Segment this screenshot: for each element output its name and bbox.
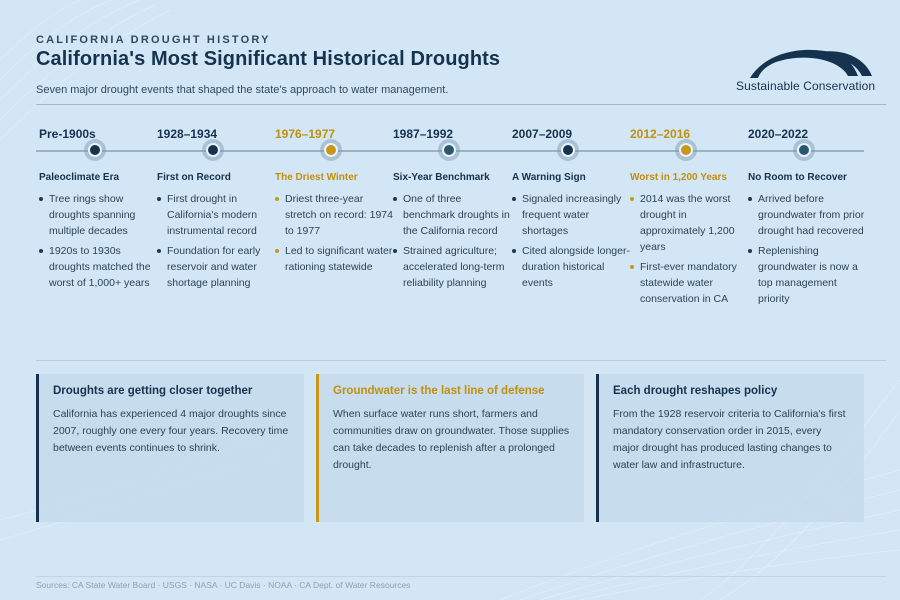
event-title: Six-Year Benchmark xyxy=(393,172,490,183)
event-title: The Driest Winter xyxy=(275,172,358,183)
list-item: 2014 was the worst drought in approximat… xyxy=(630,191,748,255)
list-item: 1920s to 1930s droughts matched the wors… xyxy=(39,243,157,291)
list-item: Replenishing groundwater is now a top ma… xyxy=(748,243,866,307)
timeline-node xyxy=(557,139,579,161)
list-item: Strained agriculture; accelerated long-t… xyxy=(393,243,511,291)
sources-footnote: Sources: CA State Water Board · USGS · N… xyxy=(36,580,411,590)
insight-card: Droughts are getting closer together Cal… xyxy=(36,374,304,522)
timeline-node xyxy=(793,139,815,161)
event-title: No Room to Recover xyxy=(748,172,847,183)
event-points: 2014 was the worst drought in approximat… xyxy=(630,191,748,311)
event-points: Tree rings show droughts spanning multip… xyxy=(39,191,157,295)
list-item: Arrived before groundwater from prior dr… xyxy=(748,191,866,239)
footer-divider xyxy=(36,576,886,577)
event-year: 2007–2009 xyxy=(512,127,573,141)
event-points: One of three benchmark droughts in the C… xyxy=(393,191,511,295)
event-year: 2012–2016 xyxy=(630,127,691,141)
timeline-node xyxy=(320,139,342,161)
event-points: Signaled increasingly frequent water sho… xyxy=(512,191,630,295)
event-year: 1928–1934 xyxy=(157,127,218,141)
page-subtitle: Seven major drought events that shaped t… xyxy=(36,84,449,96)
card-title: Groundwater is the last line of defense xyxy=(333,385,545,397)
arch-logo-icon xyxy=(750,49,872,78)
event-points: Arrived before groundwater from prior dr… xyxy=(748,191,866,311)
event-title: Paleoclimate Era xyxy=(39,172,120,183)
list-item: Foundation for early reservoir and water… xyxy=(157,243,275,291)
page-title: California's Most Significant Historical… xyxy=(36,48,501,70)
card-title: Each drought reshapes policy xyxy=(613,385,778,397)
list-item: Driest three-year stretch on record: 197… xyxy=(275,191,393,239)
timeline-node xyxy=(84,139,106,161)
insight-card: Groundwater is the last line of defense … xyxy=(316,374,584,522)
list-item: First drought in California's modern ins… xyxy=(157,191,275,239)
event-points: Driest three-year stretch on record: 197… xyxy=(275,191,393,279)
section-divider xyxy=(36,360,886,361)
event-title: Worst in 1,200 Years xyxy=(630,172,727,183)
event-year: 1976–1977 xyxy=(275,127,336,141)
list-item: Tree rings show droughts spanning multip… xyxy=(39,191,157,239)
event-title: A Warning Sign xyxy=(512,172,586,183)
timeline-node xyxy=(438,139,460,161)
eyebrow-label: CALIFORNIA DROUGHT HISTORY xyxy=(36,34,271,46)
event-title: First on Record xyxy=(157,172,231,183)
event-points: First drought in California's modern ins… xyxy=(157,191,275,295)
event-year: 1987–1992 xyxy=(393,127,454,141)
list-item: First-ever mandatory statewide water con… xyxy=(630,259,748,307)
list-item: One of three benchmark droughts in the C… xyxy=(393,191,511,239)
brand-logo: Sustainable Conservation xyxy=(736,46,886,98)
event-year: Pre-1900s xyxy=(39,127,96,141)
card-body: From the 1928 reservoir criteria to Cali… xyxy=(613,408,846,471)
list-item: Signaled increasingly frequent water sho… xyxy=(512,191,630,239)
card-title: Droughts are getting closer together xyxy=(53,385,253,397)
logo-text: Sustainable Conservation xyxy=(736,79,876,93)
list-item: Led to significant water rationing state… xyxy=(275,243,393,275)
timeline-node xyxy=(675,139,697,161)
list-item: Cited alongside longer-duration historic… xyxy=(512,243,630,291)
timeline-node xyxy=(202,139,224,161)
header-divider xyxy=(36,104,886,105)
insight-card: Each drought reshapes policy From the 19… xyxy=(596,374,864,522)
card-body: When surface water runs short, farmers a… xyxy=(333,408,570,471)
event-year: 2020–2022 xyxy=(748,127,809,141)
card-body: California has experienced 4 major droug… xyxy=(53,408,289,454)
